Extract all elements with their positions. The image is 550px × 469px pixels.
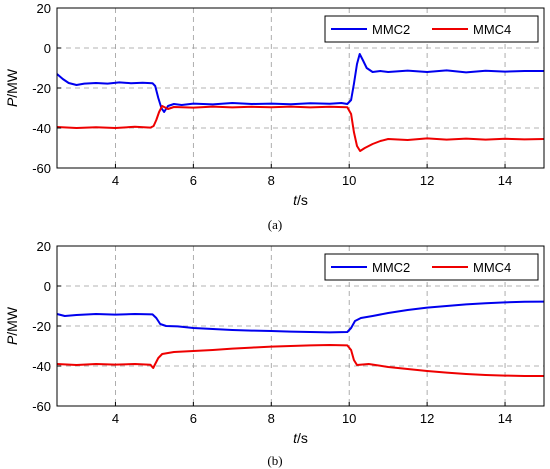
chart-panel-a: 4 6 8 10 12 14 20 0 -20 -40 -60 P/MW t/s MMC2 MMC4… (4, 1, 545, 232)
x-axis-label: t/s (293, 192, 308, 208)
y-axis-label: P/MW (4, 306, 20, 345)
legend: MMC2 MMC4 (324, 253, 539, 281)
legend: MMC2 MMC4 (324, 15, 539, 43)
y-axis-label: P/MW (4, 68, 20, 107)
y-axis-label-symbol: P (4, 97, 20, 107)
chart-panel-b: 4 6 8 10 12 14 20 0 -20 -40 -60 P/MW t/s MMC2 MMC4… (4, 239, 545, 468)
y-tick-label: 0 (44, 279, 51, 294)
x-tick-label: 12 (420, 173, 434, 188)
y-tick-label: 0 (44, 41, 51, 56)
x-axis-label-symbol: t (293, 430, 298, 446)
y-axis-label-symbol: P (4, 335, 20, 345)
legend-label-mmc2: MMC2 (372, 260, 410, 275)
y-tick-label: -60 (32, 399, 51, 414)
y-tick-label: -40 (32, 359, 51, 374)
y-tick-label: -60 (32, 161, 51, 176)
legend-box (324, 15, 539, 43)
x-tick-label: 8 (268, 411, 275, 426)
x-axis-label: t/s (293, 430, 308, 446)
x-tick-label: 4 (112, 173, 119, 188)
panel-caption: (a) (268, 217, 282, 232)
x-tick-label: 14 (498, 411, 512, 426)
x-tick-label: 6 (190, 411, 197, 426)
legend-label-mmc2: MMC2 (372, 22, 410, 37)
x-tick-label: 6 (190, 173, 197, 188)
x-tick-label: 8 (268, 173, 275, 188)
x-axis-label-symbol: t (293, 192, 298, 208)
y-tick-label: -20 (32, 319, 51, 334)
y-tick-label: 20 (37, 239, 51, 254)
series-line-mmc4 (56, 344, 544, 377)
y-tick-label: -20 (32, 81, 51, 96)
panel-caption: (b) (267, 453, 282, 468)
legend-label-mmc4: MMC4 (473, 22, 511, 37)
x-tick-label: 10 (342, 173, 356, 188)
x-axis-label-unit: /s (297, 430, 308, 446)
y-tick-label: 20 (37, 1, 51, 16)
y-axis-label-unit: /MW (4, 68, 20, 98)
x-tick-label: 10 (342, 411, 356, 426)
y-axis-label-unit: /MW (4, 306, 20, 336)
x-tick-label: 14 (498, 173, 512, 188)
series-line-mmc4 (56, 105, 545, 152)
y-tick-label: -40 (32, 121, 51, 136)
series-line-mmc2 (56, 53, 544, 113)
legend-label-mmc4: MMC4 (473, 260, 511, 275)
series-line-mmc2 (56, 300, 545, 334)
x-axis-label-unit: /s (297, 192, 308, 208)
x-tick-label: 12 (420, 411, 434, 426)
x-tick-label: 4 (112, 411, 119, 426)
